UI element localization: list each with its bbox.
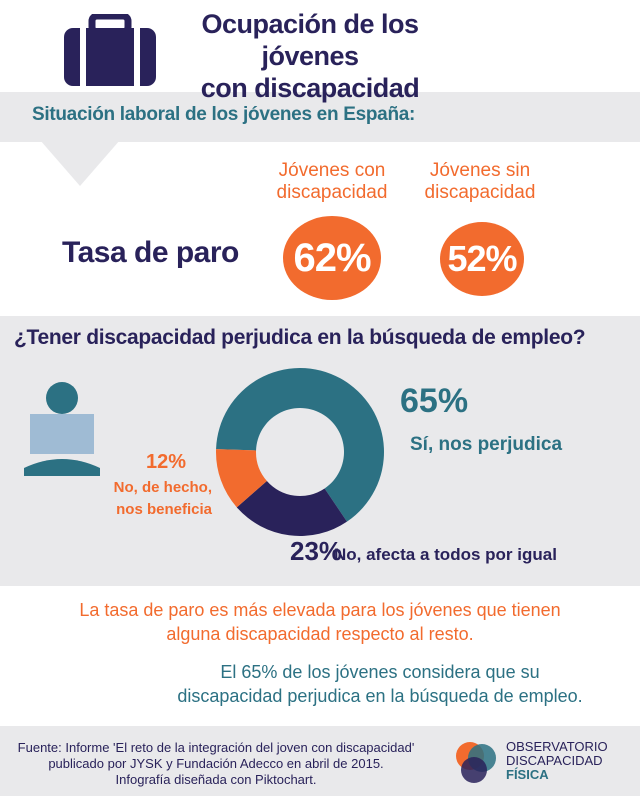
group-label: Jóvenes con discapacidad xyxy=(262,160,402,204)
title-line: Ocupación de los jóvenes xyxy=(201,9,419,71)
category-label: Sí, nos perjudica xyxy=(410,434,562,455)
group-label-line: discapacidad xyxy=(424,182,536,203)
category-label: No, de hecho, nos beneficia xyxy=(114,479,213,518)
note: El 65% de los jóvenes considera que su d… xyxy=(160,660,600,708)
person-laptop-icon xyxy=(24,382,100,476)
title-line: con discapacidad xyxy=(200,73,420,103)
row-label: Tasa de paro xyxy=(62,236,239,269)
note: La tasa de paro es más elevada para los … xyxy=(20,598,620,646)
title: Ocupación de los jóvenes con discapacida… xyxy=(150,8,470,104)
logo-text: OBSERVATORIO DISCAPACIDAD FÍSICA xyxy=(506,740,608,782)
donut-segment xyxy=(216,449,267,508)
group-label-line: discapacidad xyxy=(276,182,388,203)
note-line: alguna discapacidad respecto al resto. xyxy=(166,624,474,644)
group-label: Jóvenes sin discapacidad xyxy=(410,160,550,204)
category-label-line: No, de hecho, xyxy=(114,479,212,496)
category-label: No, afecta a todos por igual xyxy=(334,545,557,564)
value-label: 23% xyxy=(290,536,342,566)
logo-line: FÍSICA xyxy=(506,767,549,782)
subtitle-band xyxy=(0,92,640,142)
logo-line: OBSERVATORIO xyxy=(506,739,608,754)
logo-icon xyxy=(456,742,496,783)
source-line: Infografía diseñada con Piktochart. xyxy=(115,772,317,787)
value-label: 65% xyxy=(400,382,468,420)
footer-band xyxy=(0,726,640,796)
source-line: publicado por JYSK y Fundación Adecco en… xyxy=(48,756,384,771)
question-band xyxy=(0,316,640,586)
triangle xyxy=(40,140,120,186)
donut-chart: 65% Sí, nos perjudica 23%No, afecta a todo… xyxy=(114,367,562,566)
value-label: 12% xyxy=(146,451,186,473)
category-label-line: nos beneficia xyxy=(116,501,213,518)
rate-circle: 52% xyxy=(440,222,524,296)
section-title: Situación laboral de los jóvenes en Espa… xyxy=(32,104,416,125)
group-label-line: Jóvenes sin xyxy=(429,160,531,181)
source: Fuente: Informe 'El reto de la integraci… xyxy=(6,740,426,788)
briefcase-icon xyxy=(64,14,156,86)
question: ¿Tener discapacidad perjudica en la búsq… xyxy=(14,326,586,349)
note-line: La tasa de paro es más elevada para los … xyxy=(79,600,561,620)
logo-line: DISCAPACIDAD xyxy=(506,753,603,768)
note-line: discapacidad perjudica en la búsqueda de… xyxy=(177,686,583,706)
rate-circle: 62% xyxy=(283,216,381,300)
group-label-line: Jóvenes con xyxy=(278,160,386,181)
source-line: Fuente: Informe 'El reto de la integraci… xyxy=(17,740,415,755)
donut-segment xyxy=(236,480,347,536)
donut-segment xyxy=(216,367,385,522)
note-line: El 65% de los jóvenes considera que su xyxy=(220,662,540,682)
